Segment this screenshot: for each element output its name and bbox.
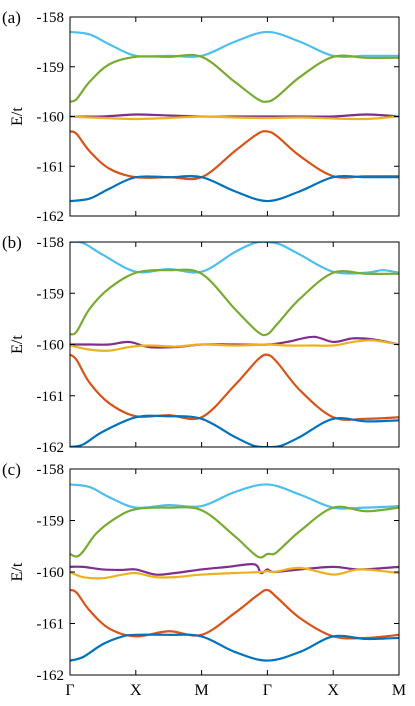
series-group (70, 483, 399, 662)
panel-label: (c) (2, 460, 21, 479)
y-tick-label: -160 (37, 338, 65, 354)
x-tick-label: X (130, 682, 142, 699)
y-tick-label: -160 (37, 565, 65, 581)
panel-0: -158 -159 -160 -161 -162 (a) E/t (2, 8, 400, 225)
y-tick-label: -158 (37, 235, 65, 251)
band-line-3 (70, 339, 399, 352)
y-tick-label: -159 (37, 514, 65, 530)
band-line-4 (70, 588, 399, 640)
band-line-4 (70, 353, 399, 421)
y-tick-label: -161 (37, 617, 65, 633)
panel-1: -158 -159 -160 -161 -162 (b) E/t (2, 233, 400, 456)
series-group (70, 242, 399, 447)
band-line-1 (70, 268, 399, 337)
x-tick-label: X (327, 682, 339, 699)
band-line-5 (70, 175, 399, 203)
y-axis-label: E/t (9, 107, 26, 126)
panel-label: (b) (2, 233, 22, 252)
y-tick-label: -162 (37, 209, 65, 225)
x-tick-label: Γ (65, 682, 74, 699)
band-line-2 (70, 113, 399, 118)
band-line-1 (70, 53, 399, 103)
band-line-0 (70, 483, 399, 510)
y-axis-label: E/t (9, 335, 26, 354)
band-line-5 (70, 633, 399, 662)
y-tick-label: -159 (37, 286, 65, 302)
band-line-3 (70, 566, 399, 580)
x-tick-label: Γ (263, 682, 272, 699)
series-group (70, 30, 399, 203)
x-tick-label: M (392, 682, 406, 699)
y-axis-label: E/t (9, 562, 26, 581)
y-tick-label: -161 (37, 159, 65, 175)
y-tick-label: -158 (37, 462, 65, 478)
y-tick-label: -162 (37, 668, 65, 684)
y-tick-label: -158 (37, 10, 65, 26)
y-tick-label: -161 (37, 389, 65, 405)
band-line-0 (70, 30, 399, 58)
y-tick-label: -159 (37, 60, 65, 76)
band-line-0 (70, 242, 399, 275)
band-line-1 (70, 505, 399, 559)
x-tick-label: M (194, 682, 208, 699)
band-line-3 (70, 115, 399, 121)
y-tick-label: -162 (37, 440, 65, 456)
band-line-5 (70, 414, 399, 447)
band-line-4 (70, 130, 399, 181)
y-tick-label: -160 (37, 110, 65, 126)
panel-label: (a) (2, 8, 21, 27)
